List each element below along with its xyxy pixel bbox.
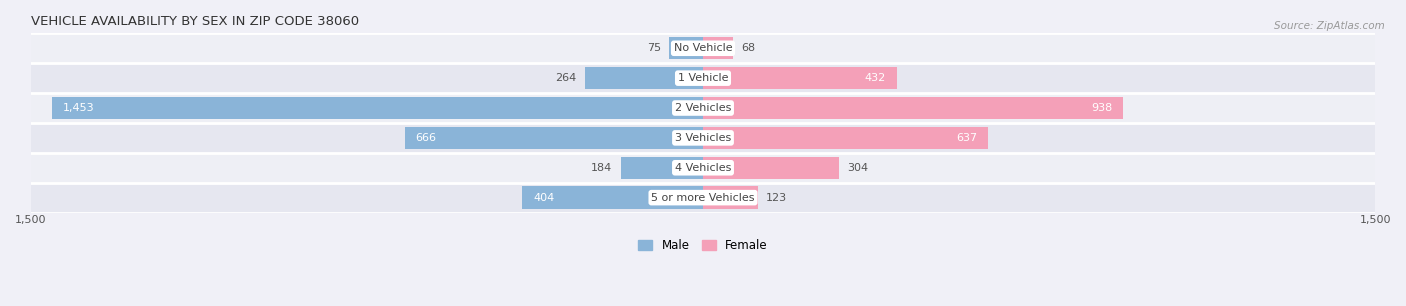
Bar — [669, 37, 703, 59]
Text: 637: 637 — [956, 133, 977, 143]
Bar — [585, 67, 703, 89]
Bar — [703, 127, 988, 149]
Text: 1,453: 1,453 — [63, 103, 94, 113]
Text: 1 Vehicle: 1 Vehicle — [678, 73, 728, 83]
Bar — [52, 97, 703, 119]
Bar — [703, 67, 897, 89]
Text: 404: 404 — [533, 193, 554, 203]
Legend: Male, Female: Male, Female — [634, 234, 772, 257]
Bar — [31, 123, 1375, 153]
Text: 68: 68 — [741, 43, 755, 53]
Bar — [31, 33, 1375, 63]
Bar — [405, 127, 703, 149]
Bar — [703, 186, 758, 209]
Bar — [703, 157, 839, 179]
Text: 2 Vehicles: 2 Vehicles — [675, 103, 731, 113]
Text: 304: 304 — [848, 163, 869, 173]
Text: 938: 938 — [1091, 103, 1112, 113]
Text: 123: 123 — [766, 193, 787, 203]
Text: 75: 75 — [647, 43, 661, 53]
Text: 4 Vehicles: 4 Vehicles — [675, 163, 731, 173]
Text: VEHICLE AVAILABILITY BY SEX IN ZIP CODE 38060: VEHICLE AVAILABILITY BY SEX IN ZIP CODE … — [31, 15, 359, 28]
Text: 5 or more Vehicles: 5 or more Vehicles — [651, 193, 755, 203]
Bar — [31, 153, 1375, 183]
Bar — [522, 186, 703, 209]
Bar — [703, 37, 734, 59]
Bar — [31, 63, 1375, 93]
Bar — [31, 183, 1375, 213]
Bar — [703, 97, 1123, 119]
Text: 3 Vehicles: 3 Vehicles — [675, 133, 731, 143]
Text: 432: 432 — [865, 73, 886, 83]
Bar — [620, 157, 703, 179]
Text: No Vehicle: No Vehicle — [673, 43, 733, 53]
Text: 184: 184 — [591, 163, 613, 173]
Bar — [31, 93, 1375, 123]
Text: 666: 666 — [416, 133, 437, 143]
Text: Source: ZipAtlas.com: Source: ZipAtlas.com — [1274, 21, 1385, 32]
Text: 264: 264 — [555, 73, 576, 83]
